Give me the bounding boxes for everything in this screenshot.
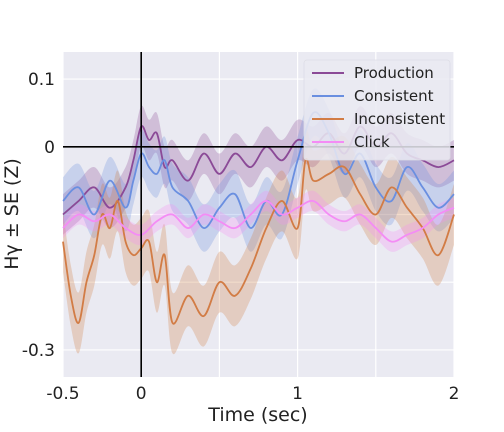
- legend: Production Consistent Inconsistent Click: [303, 59, 451, 161]
- line-consistent: [62, 111, 455, 229]
- legend-label: Consistent: [354, 87, 434, 105]
- x-tick-label: 2: [449, 384, 460, 404]
- x-tick-label: -0.5: [46, 384, 79, 404]
- line-click: [62, 199, 455, 243]
- x-axis-label: Time (sec): [207, 404, 307, 426]
- legend-label: Inconsistent: [354, 110, 445, 128]
- x-tick-labels: -0.5 0 1 2: [46, 384, 459, 404]
- line-inconsistent: [62, 157, 455, 325]
- band-click: [63, 190, 454, 252]
- y-tick-label: -0.3: [22, 341, 55, 361]
- y-axis-label: Hγ ± SE (Z): [1, 158, 23, 269]
- y-tick-label: 0.1: [28, 70, 55, 90]
- y-tick-label: 0: [44, 138, 55, 158]
- band-inconsistent: [63, 128, 454, 355]
- legend-label: Production: [354, 64, 434, 82]
- x-tick-label: 1: [292, 384, 303, 404]
- y-tick-labels: 0.1 0 -0.3: [22, 70, 55, 361]
- legend-label: Click: [354, 133, 390, 151]
- x-tick-label: 0: [136, 384, 147, 404]
- legend-box: [303, 59, 451, 161]
